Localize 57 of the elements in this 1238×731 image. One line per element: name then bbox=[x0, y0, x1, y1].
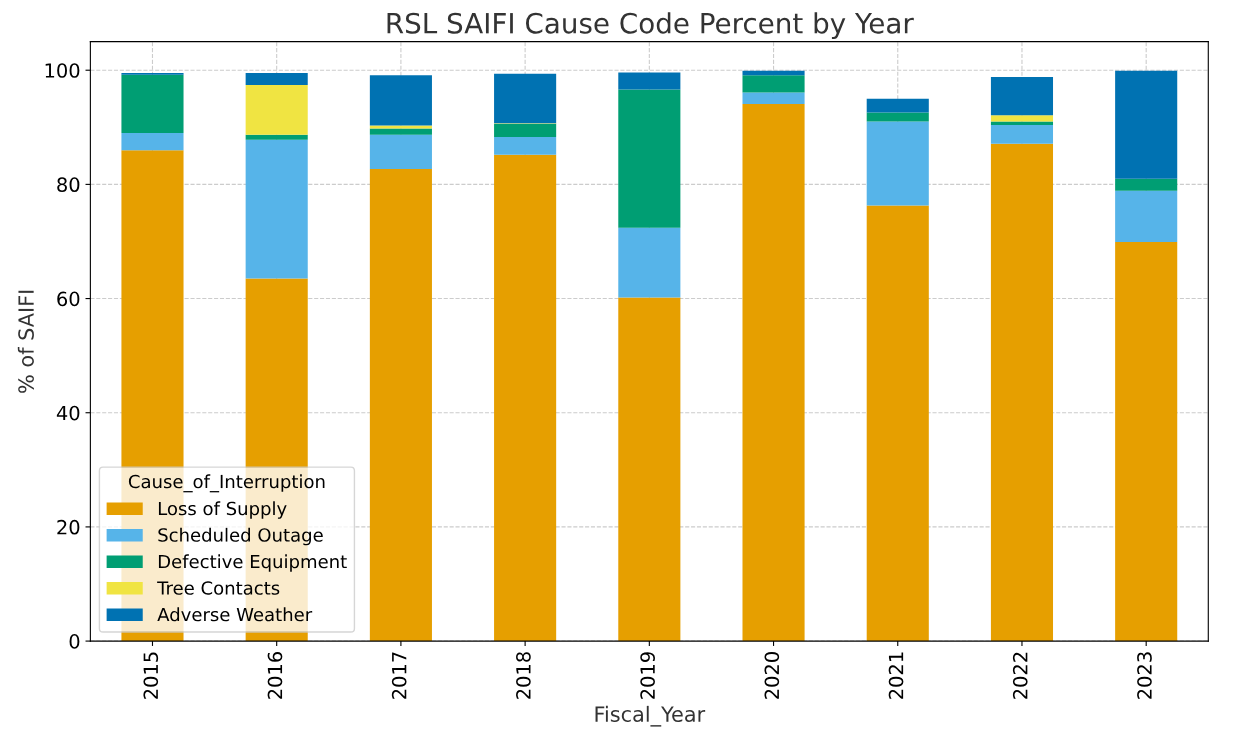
legend-title: Cause_of_Interruption bbox=[128, 474, 325, 493]
y-tick-label: 20 bbox=[57, 519, 80, 535]
chart-title: RSL SAIFI Cause Code Percent by Year bbox=[387, 12, 914, 40]
bar bbox=[245, 85, 308, 135]
y-tick-label: 80 bbox=[57, 177, 80, 193]
bar bbox=[990, 125, 1054, 144]
bar bbox=[866, 121, 929, 206]
bar bbox=[742, 103, 805, 642]
y-tick-label: 60 bbox=[57, 291, 80, 307]
legend-label: Adverse Weather bbox=[157, 607, 313, 622]
bar bbox=[369, 75, 432, 126]
bar bbox=[494, 154, 557, 642]
x-tick-label: 2015 bbox=[143, 652, 159, 699]
bar bbox=[121, 74, 184, 134]
bar bbox=[1115, 242, 1178, 642]
legend-label: Loss of Supply bbox=[158, 501, 287, 519]
bar bbox=[494, 73, 557, 124]
x-tick-label: 2022 bbox=[1012, 652, 1028, 699]
x-tick-label: 2019 bbox=[640, 652, 655, 699]
y-tick-label: 0 bbox=[69, 634, 80, 649]
bar bbox=[866, 112, 929, 122]
legend-label: Tree Contacts bbox=[157, 581, 280, 595]
bar bbox=[990, 143, 1054, 642]
x-tick-label: 2016 bbox=[267, 652, 283, 699]
bar bbox=[369, 168, 432, 642]
bar bbox=[618, 297, 681, 642]
bar bbox=[618, 227, 681, 298]
bar bbox=[618, 89, 681, 228]
y-tick-label: 40 bbox=[56, 405, 80, 421]
bar bbox=[1115, 190, 1178, 243]
x-tick-label: 2018 bbox=[516, 652, 531, 699]
x-tick-label: 2017 bbox=[391, 652, 407, 699]
bar bbox=[245, 73, 308, 86]
y-axis-title: % of SAIFI bbox=[17, 290, 34, 393]
bar bbox=[1115, 70, 1178, 179]
legend-label: Defective Equipment bbox=[158, 554, 347, 572]
bar bbox=[494, 123, 557, 137]
bar bbox=[742, 92, 805, 104]
bar bbox=[866, 98, 929, 113]
bar bbox=[990, 115, 1054, 122]
y-tick-label: 100 bbox=[45, 63, 80, 78]
bar bbox=[990, 77, 1054, 116]
bar bbox=[121, 133, 184, 151]
bar bbox=[618, 72, 681, 90]
bar bbox=[494, 137, 557, 155]
x-axis-title: Fiscal_Year bbox=[595, 705, 706, 727]
bar bbox=[1115, 178, 1178, 191]
bar bbox=[245, 139, 308, 279]
x-tick-label: 2023 bbox=[1137, 652, 1152, 699]
bar bbox=[369, 128, 432, 135]
bar bbox=[866, 205, 929, 642]
bar bbox=[245, 134, 308, 140]
bar bbox=[742, 75, 805, 93]
bar bbox=[369, 134, 432, 169]
x-tick-label: 2021 bbox=[888, 652, 904, 699]
x-tick-label: 2020 bbox=[764, 652, 780, 699]
legend-label: Scheduled Outage bbox=[158, 527, 323, 546]
